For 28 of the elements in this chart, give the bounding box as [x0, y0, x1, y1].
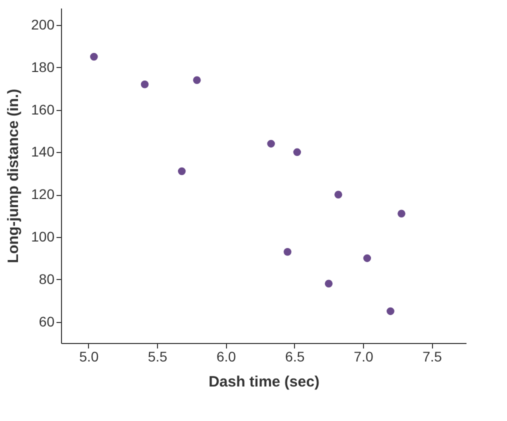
point [293, 148, 302, 156]
x-axis-title: Dash time (sec) [208, 374, 320, 390]
point [90, 52, 98, 61]
y-tick-label: 120 [31, 186, 55, 202]
x-tick-label: 7.5 [422, 348, 442, 364]
y-tick-label: 180 [31, 58, 55, 75]
point [386, 307, 394, 316]
y-tick-label: 160 [31, 101, 55, 118]
point [398, 210, 406, 218]
point [334, 190, 342, 198]
point [178, 167, 186, 176]
point [284, 248, 292, 256]
x-tick-label: 7.0 [354, 348, 374, 364]
x-tick-label: 6.0 [216, 348, 236, 364]
y-tick-label: 140 [31, 144, 55, 160]
x-tick-label: 6.5 [285, 348, 305, 364]
x-tick-label: 5.5 [148, 348, 168, 364]
point [363, 254, 372, 262]
y-tick-label: 80 [38, 270, 55, 287]
point [267, 140, 275, 148]
y-axis-title: Long-jump distance (in.) [5, 88, 22, 264]
y-tick-label: 60 [38, 313, 55, 330]
point [193, 76, 201, 84]
point [140, 80, 149, 88]
y-tick-label: 100 [31, 228, 55, 244]
x-tick-label: 5.0 [79, 348, 99, 364]
y-tick-label: 200 [31, 16, 55, 32]
point [324, 280, 333, 288]
